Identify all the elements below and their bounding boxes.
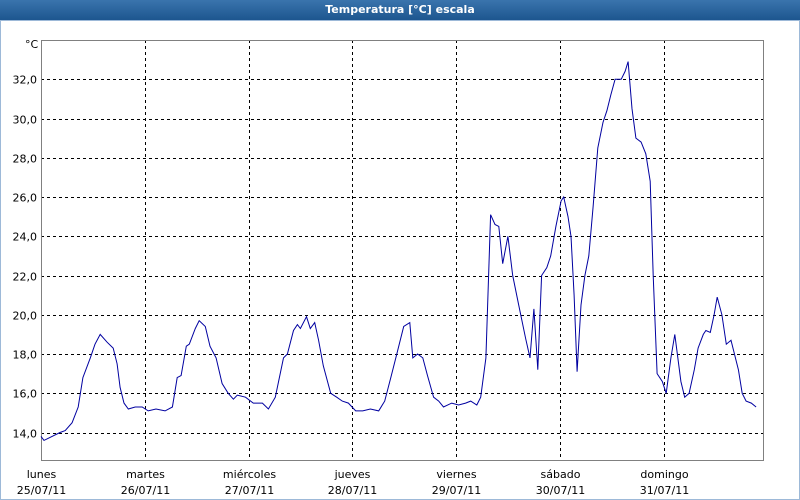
y-tick-label: 32,0 bbox=[13, 74, 38, 87]
y-tick-label: 26,0 bbox=[13, 192, 38, 205]
x-tick-label: lunes bbox=[27, 468, 57, 481]
x-tick-label: martes bbox=[126, 468, 165, 481]
x-tick-date: 27/07/11 bbox=[225, 484, 274, 497]
x-tick-date: 29/07/11 bbox=[432, 484, 481, 497]
y-tick-label: 30,0 bbox=[13, 114, 38, 127]
y-tick-label: 28,0 bbox=[13, 153, 38, 166]
x-tick-date: 31/07/11 bbox=[640, 484, 689, 497]
y-unit: °C bbox=[25, 38, 39, 51]
x-tick-label: domingo bbox=[640, 468, 688, 481]
y-tick-label: 24,0 bbox=[13, 231, 38, 244]
line-series bbox=[40, 61, 757, 442]
y-tick-label: 16,0 bbox=[13, 388, 38, 401]
x-tick-label: sábado bbox=[541, 468, 581, 481]
x-tick-date: 25/07/11 bbox=[17, 484, 66, 497]
frame bbox=[0, 20, 800, 500]
y-tick-label: 14,0 bbox=[13, 428, 38, 441]
title-bar: Temperatura [°C] escala bbox=[0, 0, 800, 20]
y-tick-label: 18,0 bbox=[13, 349, 38, 362]
x-tick-label: viernes bbox=[436, 468, 476, 481]
x-tick-label: jueves bbox=[334, 468, 371, 481]
x-tick-label: miércoles bbox=[223, 468, 276, 481]
plot-border bbox=[41, 40, 764, 461]
x-tick-date: 30/07/11 bbox=[536, 484, 585, 497]
x-tick-date: 26/07/11 bbox=[121, 484, 170, 497]
y-tick-label: 22,0 bbox=[13, 271, 38, 284]
y-tick-label: 20,0 bbox=[13, 310, 38, 323]
x-tick-date: 28/07/11 bbox=[328, 484, 377, 497]
